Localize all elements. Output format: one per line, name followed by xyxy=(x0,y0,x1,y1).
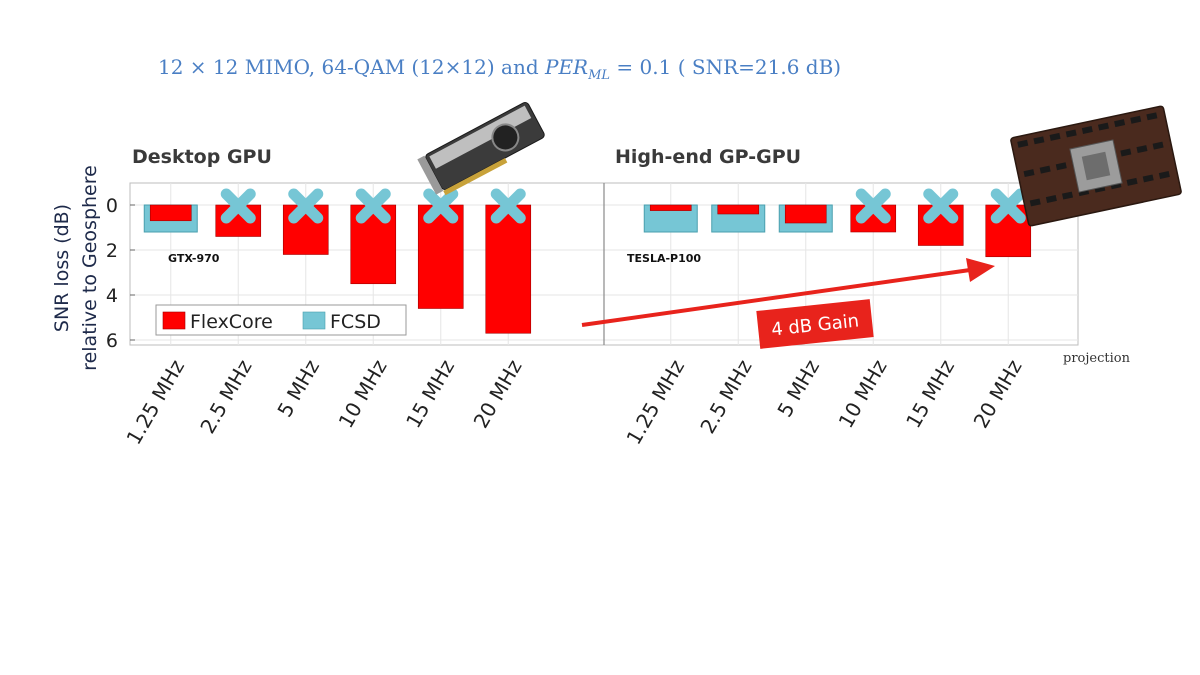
x-tick-label: 10 MHz xyxy=(833,356,891,433)
module-component xyxy=(1136,145,1148,154)
flexcore-bar xyxy=(784,204,827,224)
gain-arrow-line xyxy=(581,268,971,327)
cross-stroke xyxy=(220,188,256,224)
card-bracket xyxy=(417,155,444,195)
fcsd-infeasible-marker xyxy=(490,188,526,224)
module-component xyxy=(1055,162,1067,171)
projection-label: projection xyxy=(1063,351,1131,366)
x-tick-label: 20 MHz xyxy=(468,356,526,433)
module-component xyxy=(1049,132,1061,141)
x-tick-label: 5 MHz xyxy=(772,356,824,422)
legend-label-fcsd: FCSD xyxy=(330,311,381,333)
module-component xyxy=(1023,169,1035,178)
x-tick-label: 1.25 MHz xyxy=(121,356,189,449)
y-tick-label: 2 xyxy=(106,240,118,262)
gain-arrow-head xyxy=(966,258,995,282)
module-component xyxy=(1142,174,1154,183)
x-tick-label: 10 MHz xyxy=(333,356,391,433)
panel-title: High-end GP-GPU xyxy=(615,146,801,168)
module-component xyxy=(1146,112,1158,121)
cross-stroke xyxy=(490,188,526,224)
fcsd-infeasible-marker xyxy=(220,188,256,224)
cross-stroke xyxy=(923,188,959,224)
panel-title: Desktop GPU xyxy=(132,146,272,168)
module-component xyxy=(1017,139,1029,148)
module-component xyxy=(1081,126,1093,134)
y-axis-label-line2: relative to Geosphere xyxy=(79,165,101,371)
module-component xyxy=(1065,129,1077,138)
module-component xyxy=(1152,141,1164,150)
fcsd-infeasible-marker xyxy=(923,188,959,224)
gtx-970-card-image xyxy=(417,102,545,196)
legend-swatch-flexcore xyxy=(162,311,186,330)
title-suffix: = 0.1 ( SNR=21.6 dB) xyxy=(610,55,842,79)
module-component xyxy=(1114,119,1126,128)
title-prefix: 12 × 12 MIMO, 64-QAM (12×12) and xyxy=(158,55,545,79)
x-tick-label: 5 MHz xyxy=(272,356,324,422)
title-per: PER xyxy=(545,55,589,79)
device-label: TESLA-P100 xyxy=(627,252,701,265)
x-tick-label: 2.5 MHz xyxy=(695,356,756,438)
x-tick-label: 1.25 MHz xyxy=(621,356,689,449)
legend-box xyxy=(155,304,407,336)
module-gpu-die xyxy=(1081,151,1111,181)
cross-stroke xyxy=(355,188,391,224)
module-component xyxy=(1097,122,1109,131)
module-component xyxy=(1126,177,1138,186)
flexcore-bar xyxy=(717,204,760,215)
cross-stroke xyxy=(855,188,891,224)
module-component xyxy=(1130,115,1142,124)
module-component xyxy=(1033,136,1045,145)
module-component xyxy=(1029,198,1041,207)
flexcore-bar xyxy=(649,204,692,211)
title-per-sub: ML xyxy=(588,68,611,83)
card-fan xyxy=(491,123,520,152)
module-component xyxy=(1045,195,1057,203)
legend-label-flexcore: FlexCore xyxy=(190,311,273,333)
gain-badge-box xyxy=(756,299,874,349)
cross-stroke xyxy=(990,188,1026,224)
fcsd-infeasible-marker xyxy=(855,188,891,224)
card-shroud xyxy=(429,105,532,169)
module-component xyxy=(1158,171,1170,179)
module-component xyxy=(1120,148,1132,157)
x-tick-label: 15 MHz xyxy=(401,356,459,433)
card-connector xyxy=(443,158,508,196)
y-axis-label-line1: SNR loss (dB) xyxy=(51,204,73,332)
legend-swatch-fcsd xyxy=(302,311,326,330)
chart-title: 12 × 12 MIMO, 64-QAM (12×12) and PERML =… xyxy=(158,55,841,83)
x-tick-label: 20 MHz xyxy=(968,356,1026,433)
x-tick-label: 2.5 MHz xyxy=(195,356,256,438)
gain-badge: 4 dB Gain xyxy=(756,299,874,349)
fcsd-infeasible-marker xyxy=(990,188,1026,224)
device-label: GTX-970 xyxy=(168,252,220,265)
x-tick-label: 15 MHz xyxy=(901,356,959,433)
flexcore-bar xyxy=(485,204,532,334)
fcsd-infeasible-marker xyxy=(423,188,459,224)
y-tick-label: 6 xyxy=(106,330,118,352)
cross-stroke xyxy=(288,188,324,224)
cross-stroke xyxy=(423,188,459,224)
fcsd-infeasible-marker xyxy=(355,188,391,224)
tesla-p100-module-image xyxy=(1010,105,1182,227)
module-component xyxy=(1062,191,1074,200)
y-tick-label: 4 xyxy=(106,285,118,307)
fcsd-infeasible-marker xyxy=(288,188,324,224)
flexcore-bar xyxy=(149,204,192,222)
y-tick-label: 0 xyxy=(106,195,118,217)
module-component xyxy=(1039,165,1051,174)
legend: FlexCore FCSD xyxy=(155,304,407,336)
